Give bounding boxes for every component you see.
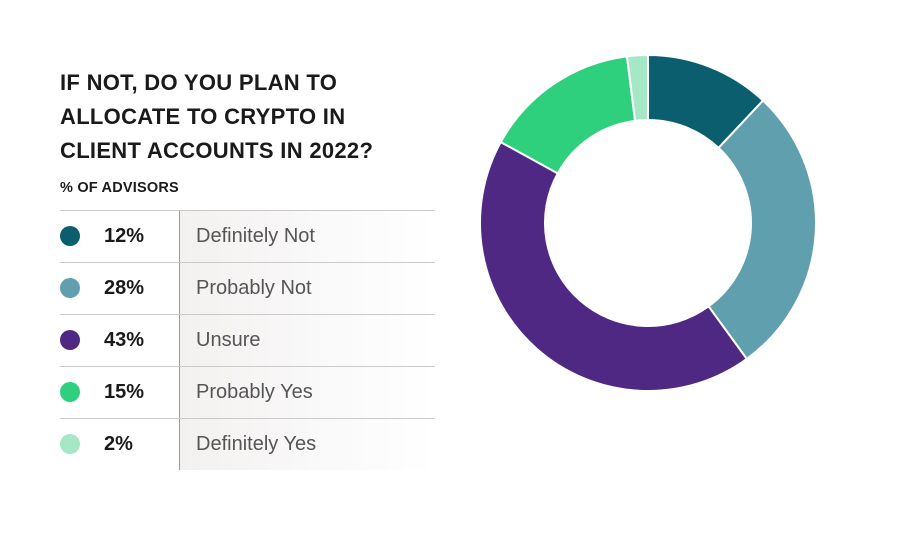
- legend-swatch-definitely-yes: [60, 434, 80, 454]
- legend-row-definitely-not: 12% Definitely Not: [60, 210, 435, 262]
- legend-swatch-unsure: [60, 330, 80, 350]
- legend-row-unsure: 43% Unsure: [60, 314, 435, 366]
- chart-legend: 12% Definitely Not 28% Probably Not 43% …: [60, 210, 435, 470]
- legend-swatch-probably-not: [60, 278, 80, 298]
- legend-label-cell: Unsure: [179, 315, 435, 366]
- chart-title-line-2: ALLOCATE TO CRYPTO IN: [60, 104, 346, 129]
- legend-value-definitely-not: 12%: [104, 225, 145, 247]
- chart-title-line-1: IF NOT, DO YOU PLAN TO: [60, 70, 338, 95]
- chart-title: IF NOT, DO YOU PLAN TO ALLOCATE TO CRYPT…: [60, 66, 440, 168]
- legend-label-probably-yes: Probably Yes: [196, 381, 313, 403]
- legend-swatch-probably-yes: [60, 382, 80, 402]
- chart-title-line-3: CLIENT ACCOUNTS IN 2022?: [60, 138, 374, 163]
- legend-row-probably-not: 28% Probably Not: [60, 262, 435, 314]
- legend-label-unsure: Unsure: [196, 329, 261, 351]
- legend-value-probably-yes: 15%: [104, 381, 145, 403]
- legend-label-cell: Definitely Not: [179, 211, 435, 262]
- legend-swatch-definitely-not: [60, 226, 80, 246]
- legend-row-definitely-yes: 2% Definitely Yes: [60, 418, 435, 470]
- legend-value-probably-not: 28%: [104, 277, 145, 299]
- legend-value-unsure: 43%: [104, 329, 145, 351]
- legend-label-definitely-yes: Definitely Yes: [196, 433, 317, 455]
- legend-label-cell: Probably Not: [179, 263, 435, 314]
- chart-subtitle: % OF ADVISORS: [60, 180, 179, 196]
- legend-label-cell: Definitely Yes: [179, 419, 435, 470]
- donut-slice-probably-not: [707, 99, 817, 361]
- donut-slice-definitely-yes: [625, 53, 649, 122]
- legend-label-definitely-not: Definitely Not: [196, 225, 315, 247]
- legend-row-probably-yes: 15% Probably Yes: [60, 366, 435, 418]
- legend-value-definitely-yes: 2%: [104, 433, 133, 455]
- legend-label-probably-not: Probably Not: [196, 277, 312, 299]
- legend-label-cell: Probably Yes: [179, 367, 435, 418]
- donut-chart: [479, 53, 817, 392]
- donut-slice-unsure: [479, 140, 749, 392]
